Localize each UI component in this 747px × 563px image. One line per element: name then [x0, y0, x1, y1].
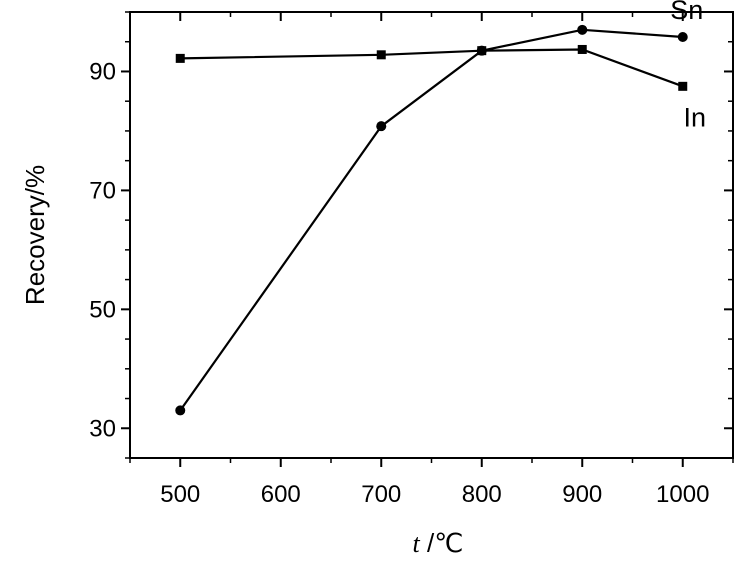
series-label-in: In	[683, 102, 706, 132]
x-tick-label: 500	[160, 481, 200, 508]
data-point-in	[175, 53, 185, 63]
x-tick-label: 900	[562, 481, 602, 508]
series-line-sn	[179, 28, 683, 412]
x-tick-label: 800	[462, 481, 502, 508]
plot-frame	[129, 11, 734, 459]
y-axis-title: Recovery/%	[20, 165, 50, 305]
series-lines	[179, 28, 684, 412]
series-line-in	[180, 48, 684, 88]
data-point-in	[376, 50, 386, 60]
x-axis-title-variable: t	[413, 529, 421, 558]
data-point-in	[678, 81, 688, 91]
y-tick-label: 70	[89, 177, 116, 204]
data-point-sn	[677, 31, 688, 42]
y-tick-label: 50	[89, 296, 116, 323]
axis-tick-labels: 500 600 700 800 900 1000 30 50 70 90	[89, 58, 709, 508]
data-point-sn	[376, 121, 387, 132]
x-tick-label: 700	[361, 481, 401, 508]
series-labels: Sn In	[670, 0, 706, 132]
series-label-sn: Sn	[670, 0, 703, 25]
x-axis-title: t /℃	[413, 528, 464, 558]
data-point-sn	[577, 24, 588, 35]
y-tick-label: 30	[89, 415, 116, 442]
data-point-sn	[175, 405, 186, 416]
x-axis-title-unit: /℃	[420, 528, 464, 558]
x-tick-label: 600	[261, 481, 301, 508]
y-tick-label: 90	[89, 58, 116, 85]
x-tick-label: 1000	[656, 481, 709, 508]
series-markers	[175, 24, 688, 416]
axis-ticks	[121, 11, 734, 467]
plot-area-border	[129, 11, 734, 459]
data-point-in	[577, 44, 587, 54]
data-point-in	[477, 46, 487, 56]
